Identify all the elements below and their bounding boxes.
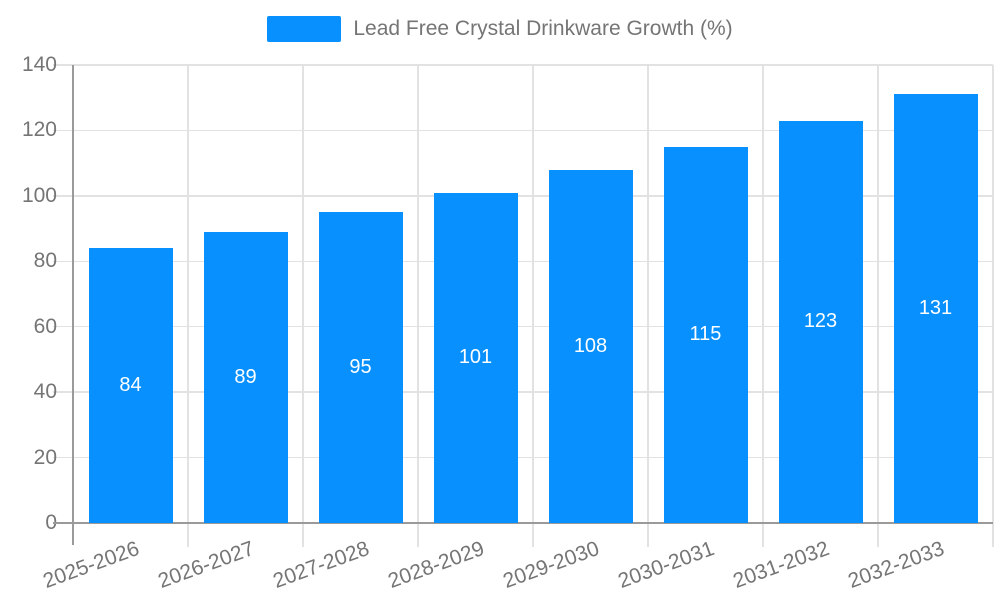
h-gridline — [53, 260, 993, 263]
x-tick-label: 2027-2028 — [270, 537, 373, 593]
bar[interactable]: 115 — [663, 146, 748, 523]
bar[interactable]: 101 — [433, 192, 518, 523]
x-tick-label: 2026-2027 — [155, 537, 258, 593]
x-tick-label: 2029-2030 — [500, 537, 603, 593]
y-tick-label: 80 — [33, 249, 57, 273]
y-tick-label: 100 — [21, 183, 57, 207]
x-tick-label: 2032-2033 — [845, 537, 948, 593]
y-tick-label: 120 — [21, 118, 57, 142]
y-tick-label: 140 — [21, 53, 57, 76]
bar[interactable]: 84 — [88, 248, 173, 523]
v-gridline — [992, 65, 994, 547]
chart-legend[interactable]: Lead Free Crystal Drinkware Growth (%) — [0, 16, 1000, 42]
bar-value-label: 89 — [234, 365, 257, 388]
v-gridline — [532, 65, 534, 547]
v-gridline — [647, 65, 649, 547]
bar-value-label: 84 — [119, 374, 142, 397]
h-gridline — [53, 129, 993, 132]
h-gridline — [53, 64, 993, 66]
x-tick-label: 2028-2029 — [385, 537, 488, 593]
v-gridline — [302, 65, 304, 547]
bar-value-label: 123 — [803, 310, 838, 333]
x-tick-label: 2030-2031 — [615, 537, 718, 593]
y-tick-label: 40 — [33, 380, 57, 404]
h-gridline — [53, 391, 993, 393]
h-gridline — [53, 456, 993, 459]
h-gridline — [53, 325, 993, 328]
bar[interactable]: 123 — [778, 120, 863, 523]
bar[interactable]: 108 — [548, 169, 633, 523]
v-gridline — [417, 65, 419, 547]
y-axis-line — [72, 65, 74, 545]
v-gridline — [187, 65, 189, 547]
bar-value-label: 101 — [458, 346, 493, 369]
v-gridline — [877, 65, 879, 547]
bar-value-label: 131 — [918, 297, 953, 320]
h-gridline — [53, 195, 993, 197]
legend-swatch — [267, 16, 342, 42]
v-gridline — [762, 65, 764, 547]
legend-label: Lead Free Crystal Drinkware Growth (%) — [353, 17, 733, 40]
y-tick-label: 0 — [45, 511, 57, 534]
bar-value-label: 115 — [689, 323, 722, 346]
x-tick-label: 2025-2026 — [40, 537, 143, 593]
bar[interactable]: 131 — [893, 94, 978, 523]
x-tick-label: 2031-2032 — [730, 537, 833, 593]
bar-value-label: 108 — [573, 334, 608, 357]
y-tick-label: 60 — [33, 314, 57, 338]
bar[interactable]: 89 — [203, 231, 288, 523]
x-axis-line — [53, 522, 993, 524]
bar[interactable]: 95 — [318, 212, 403, 523]
bar-value-label: 95 — [349, 356, 372, 379]
y-tick-label: 20 — [33, 445, 57, 469]
